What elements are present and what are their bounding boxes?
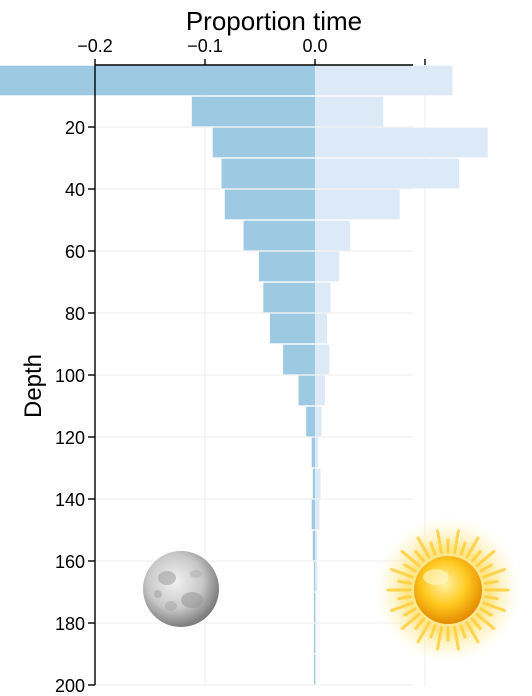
bar-day-130-140 <box>315 468 321 499</box>
bar-day-50-60 <box>315 220 351 251</box>
x-tick-label: 0.0 <box>302 36 327 56</box>
y-tick-label: 200 <box>55 676 85 696</box>
sun-ray <box>465 621 480 644</box>
sun-ray <box>482 601 506 613</box>
sun-ray <box>400 549 421 568</box>
bar-day-80-90 <box>315 313 328 344</box>
bar-night-150-160 <box>312 530 315 561</box>
sun-ray <box>403 607 417 617</box>
sun-ray <box>482 567 506 579</box>
bar-night-50-60 <box>243 220 315 251</box>
bar-day-170-180 <box>315 592 317 623</box>
y-tick-label: 40 <box>65 180 85 200</box>
bar-night-160-170 <box>313 561 315 592</box>
y-tick-label: 120 <box>55 428 85 448</box>
bar-day-0-10 <box>315 65 453 96</box>
bar-night-130-140 <box>312 468 315 499</box>
bar-day-40-50 <box>315 189 400 220</box>
sun-ray <box>459 624 467 639</box>
bar-night-90-100 <box>283 344 315 375</box>
bar-night-100-110 <box>298 375 315 406</box>
bar-night-80-90 <box>269 313 315 344</box>
bar-day-10-20 <box>315 96 384 127</box>
sun-ray <box>483 579 499 585</box>
sun-ray <box>390 567 414 579</box>
bar-day-30-40 <box>315 158 460 189</box>
sun-ray <box>483 595 499 601</box>
x-tick-label: −0.1 <box>187 36 223 56</box>
sun-ray <box>470 550 482 563</box>
sun-ray <box>465 536 480 559</box>
y-tick-label: 60 <box>65 242 85 262</box>
bar-day-90-100 <box>315 344 330 375</box>
x-axis-title: Proportion time <box>186 6 362 36</box>
bar-night-0-10 <box>0 65 315 96</box>
y-axis-title: Depth <box>20 354 47 418</box>
sun-ray <box>397 579 413 585</box>
sun-ray <box>453 625 460 651</box>
y-tick-label: 100 <box>55 366 85 386</box>
bar-night-20-30 <box>212 127 315 158</box>
axes: −0.2 −0.1 0.0 20 40 60 80 100 120 140 160 180 200 <box>55 36 426 696</box>
bar-night-140-150 <box>311 499 315 530</box>
y-tick-label: 20 <box>65 118 85 138</box>
sun-ray <box>436 625 443 651</box>
sun-icon <box>374 516 522 664</box>
bar-day-140-150 <box>315 499 320 530</box>
bar-night-10-20 <box>191 96 315 127</box>
bar-day-160-170 <box>315 561 318 592</box>
bar-night-180-190 <box>313 623 315 654</box>
sun-ray <box>459 541 467 556</box>
bars <box>0 65 488 685</box>
sun-ray <box>436 529 443 555</box>
x-tick-label: −0.2 <box>77 36 113 56</box>
sun-ray <box>475 612 496 631</box>
sun-ray <box>479 563 493 573</box>
bar-night-120-130 <box>311 437 315 468</box>
bar-day-120-130 <box>315 437 319 468</box>
sun-ray <box>416 536 431 559</box>
bar-night-60-70 <box>258 251 315 282</box>
bar-day-100-110 <box>315 375 325 406</box>
y-tick-label: 80 <box>65 304 85 324</box>
sun-ray <box>475 549 496 568</box>
sun-ray <box>400 612 421 631</box>
bar-day-180-190 <box>315 623 317 654</box>
bar-night-70-80 <box>263 282 315 313</box>
sun-ray <box>414 617 426 630</box>
sun-ray <box>403 563 417 573</box>
sun-ray <box>390 601 414 613</box>
sun-ray <box>429 624 437 639</box>
sun-ray <box>479 607 493 617</box>
sun-ray <box>470 617 482 630</box>
y-tick-label: 180 <box>55 614 85 634</box>
y-tick-label: 160 <box>55 552 85 572</box>
bar-day-20-30 <box>315 127 488 158</box>
bar-day-60-70 <box>315 251 340 282</box>
bar-day-70-80 <box>315 282 331 313</box>
bar-night-110-120 <box>306 406 315 437</box>
y-tick-label: 140 <box>55 490 85 510</box>
bar-night-190-200 <box>313 654 315 685</box>
sun-ray <box>429 541 437 556</box>
moon-icon <box>143 551 219 627</box>
sun-ray <box>453 529 460 555</box>
bar-night-30-40 <box>221 158 315 189</box>
bar-day-190-200 <box>315 654 317 685</box>
sun-ray <box>397 595 413 601</box>
sun-ray <box>414 550 426 563</box>
bar-night-40-50 <box>224 189 315 220</box>
bar-night-170-180 <box>313 592 315 623</box>
sun-ray <box>416 621 431 644</box>
bar-day-150-160 <box>315 530 318 561</box>
bar-day-110-120 <box>315 406 322 437</box>
